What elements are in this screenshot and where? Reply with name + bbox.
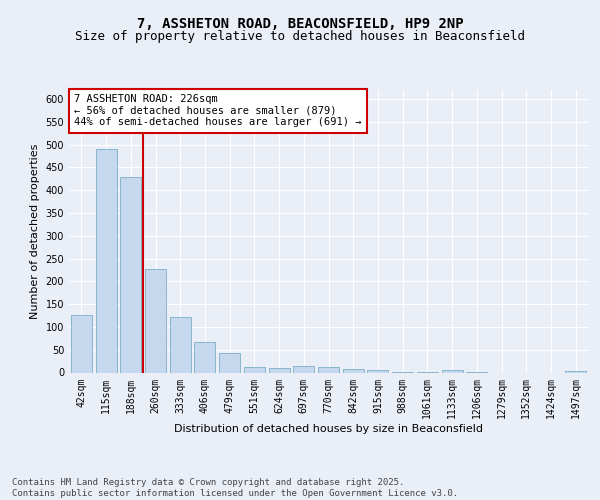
Bar [293,366,314,372]
Bar [120,176,141,372]
Bar [343,369,364,372]
Text: 7, ASSHETON ROAD, BEACONSFIELD, HP9 2NP: 7, ASSHETON ROAD, BEACONSFIELD, HP9 2NP [137,18,463,32]
Text: Contains HM Land Registry data © Crown copyright and database right 2025.
Contai: Contains HM Land Registry data © Crown c… [12,478,458,498]
Bar [367,370,388,372]
Bar [318,368,339,372]
Bar [244,366,265,372]
Y-axis label: Number of detached properties: Number of detached properties [30,144,40,319]
Text: Size of property relative to detached houses in Beaconsfield: Size of property relative to detached ho… [75,30,525,43]
X-axis label: Distribution of detached houses by size in Beaconsfield: Distribution of detached houses by size … [174,424,483,434]
Bar [71,314,92,372]
Bar [269,368,290,372]
Bar [194,342,215,372]
Bar [170,317,191,372]
Bar [145,268,166,372]
Bar [95,149,116,372]
Bar [219,353,240,372]
Bar [565,371,586,372]
Bar [442,370,463,372]
Text: 7 ASSHETON ROAD: 226sqm
← 56% of detached houses are smaller (879)
44% of semi-d: 7 ASSHETON ROAD: 226sqm ← 56% of detache… [74,94,362,128]
